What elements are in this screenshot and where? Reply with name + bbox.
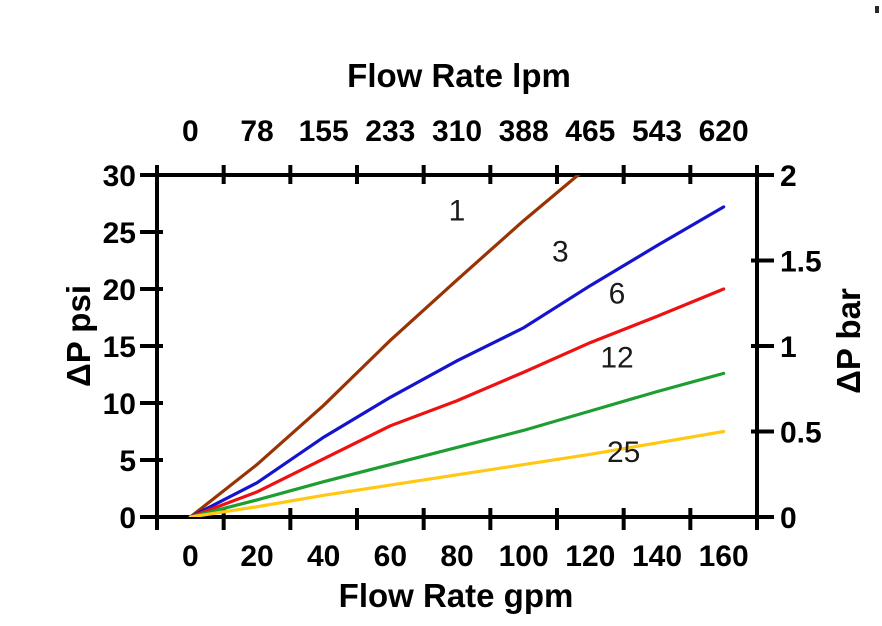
bottom-axis-title: Flow Rate gpm bbox=[338, 577, 574, 614]
bottom-axis-tick-label: 100 bbox=[499, 540, 549, 573]
series-line-1 bbox=[188, 175, 581, 517]
bottom-axis-tick-label: 160 bbox=[699, 540, 749, 573]
series-line-6 bbox=[188, 287, 726, 517]
series-label-25: 25 bbox=[607, 436, 640, 469]
top-axis-tick-label: 0 bbox=[182, 115, 199, 148]
left-axis-title: ΔP psi bbox=[60, 285, 97, 387]
series-line-25 bbox=[188, 429, 726, 517]
top-axis-title: Flow Rate lpm bbox=[347, 57, 571, 94]
right-axis-tick-label: 0.5 bbox=[780, 417, 822, 450]
top-axis-tick-label: 78 bbox=[240, 115, 273, 148]
right-axis-tick-label: 0 bbox=[780, 502, 797, 535]
left-axis-tick-label: 10 bbox=[103, 388, 136, 421]
bottom-axis-tick-label: 80 bbox=[440, 540, 473, 573]
bottom-axis-tick-label: 140 bbox=[632, 540, 682, 573]
stray-mark bbox=[875, 6, 879, 13]
bottom-axis-tick-label: 0 bbox=[182, 540, 199, 573]
right-axis-tick-label: 1.5 bbox=[780, 246, 822, 279]
series-label-12: 12 bbox=[600, 341, 633, 374]
series-label-1: 1 bbox=[449, 194, 466, 227]
x-axis-ticks bbox=[155, 165, 759, 530]
bottom-axis-tick-label: 60 bbox=[374, 540, 407, 573]
top-axis-tick-label: 543 bbox=[632, 115, 682, 148]
bottom-axis-tick-label: 120 bbox=[565, 540, 615, 573]
right-axis-title: ΔP bar bbox=[830, 288, 867, 394]
top-axis-tick-label: 155 bbox=[299, 115, 349, 148]
y-axis-ticks bbox=[140, 173, 774, 519]
series-lines bbox=[188, 175, 726, 517]
bottom-axis-tick-label: 40 bbox=[307, 540, 340, 573]
series-line-12 bbox=[188, 371, 726, 517]
top-axis-tick-label: 465 bbox=[565, 115, 615, 148]
left-axis-tick-label: 25 bbox=[103, 217, 136, 250]
left-axis-tick-label: 5 bbox=[119, 445, 136, 478]
bottom-axis-tick-label: 20 bbox=[240, 540, 273, 573]
series-label-3: 3 bbox=[552, 235, 569, 268]
top-axis-tick-label: 620 bbox=[699, 115, 749, 148]
top-axis-tick-label: 388 bbox=[499, 115, 549, 148]
left-axis-tick-label: 0 bbox=[119, 502, 136, 535]
series-label-6: 6 bbox=[609, 278, 626, 311]
left-axis-tick-label: 15 bbox=[103, 331, 136, 364]
right-axis-tick-label: 1 bbox=[780, 331, 797, 364]
right-axis-tick-label: 2 bbox=[780, 160, 797, 193]
left-axis-tick-label: 30 bbox=[103, 160, 136, 193]
top-axis-tick-label: 310 bbox=[432, 115, 482, 148]
top-axis-tick-label: 233 bbox=[365, 115, 415, 148]
series-line-3 bbox=[188, 205, 726, 517]
left-axis-tick-label: 20 bbox=[103, 274, 136, 307]
